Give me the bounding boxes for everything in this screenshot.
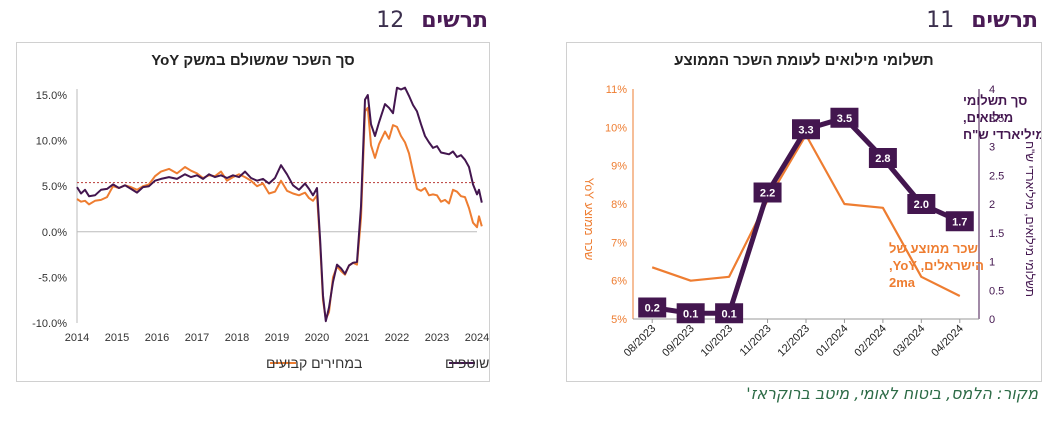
x-tick-label: 2018 [225, 332, 249, 344]
x-tick-label: 2021 [345, 332, 369, 344]
x-tick-label: 2017 [185, 332, 209, 344]
x-tick-label: 11/2023 [738, 323, 774, 359]
y-left-tick-label: 6% [611, 276, 627, 288]
data-label-box [907, 194, 936, 214]
y-left-tick-label: 5% [611, 314, 627, 326]
x-tick-label: 01/2024 [814, 323, 851, 360]
y-tick-label: 15.0% [36, 90, 67, 102]
data-label: 0.1 [683, 308, 698, 320]
data-label-box [676, 303, 705, 324]
chart-reserve-pay-vs-wage: תשלומי מילואים לעומת השכר הממוצע שכר ממו… [582, 52, 1041, 360]
y-left-tick-label: 11% [606, 84, 627, 96]
chart-title: תשלומי מילואים לעומת השכר הממוצע [674, 52, 933, 69]
x-tick-label: 03/2024 [891, 323, 928, 360]
x-tick-label: 10/2023 [699, 323, 736, 360]
y-tick-label: -10.0% [32, 318, 67, 330]
series-label-reserve-pay: מילואים, [963, 110, 1013, 125]
chart-wage-yoy: סך השכר שמשולם במשק YoY 15.0% 10.0% 5.0% 0.… [32, 52, 489, 371]
data-label: 0.2 [645, 303, 660, 315]
y-tick-label: 10.0% [36, 136, 67, 148]
figure-11-header: תרשים 11 [926, 8, 1038, 33]
y-right-tick-label: 3 [989, 142, 995, 154]
legend-label-current: במחירים שוטפים [445, 355, 489, 371]
y-axis-right-label: תשלומי מילואים, מיליארדי ש"ח [1023, 141, 1037, 297]
series-line [76, 86, 483, 323]
x-tick-label: 2015 [105, 332, 129, 344]
series-label-wage: 2ma [889, 275, 916, 290]
y-right-tick-label: 0.5 [989, 285, 1004, 297]
series-label-reserve-pay: סך תשלומי [963, 93, 1027, 108]
y-right-tick-label: 2 [989, 199, 995, 211]
data-label-box [715, 303, 744, 324]
figure-11-number: 11 [926, 8, 955, 33]
x-tick-label: 2014 [65, 332, 89, 344]
data-label: 2.0 [914, 199, 929, 211]
y-tick-label: -5.0% [38, 272, 67, 284]
legend-label-constant: במחירים קבועים [266, 355, 362, 371]
x-tick-label: 12/2023 [776, 323, 813, 360]
y-axis-left-label: שכר ממוצע YoY [582, 178, 596, 261]
chart-axes: 15.0% 10.0% 5.0% 0.0% -5.0% -10.0% 2014 2015 201… [32, 89, 489, 344]
data-label: 2.8 [875, 153, 890, 165]
data-label: 3.3 [798, 124, 813, 136]
series-line [76, 106, 483, 321]
data-label: 3.5 [837, 113, 852, 125]
figure-12-header: תרשים 12 [376, 8, 488, 33]
x-tick-label: 2024 [465, 332, 489, 344]
y-left-tick-label: 7% [611, 237, 627, 249]
data-label: 2.2 [760, 188, 775, 200]
x-tick-label: 2020 [305, 332, 329, 344]
data-label: 0.1 [721, 308, 736, 320]
data-label-box [945, 211, 974, 232]
source-note: מקור: הלמס, ביטוח לאומי, מיטב ברוקראז' [746, 384, 1038, 403]
chart-legend: במחירים שוטפים במחירים קבועים [266, 355, 489, 371]
x-tick-label: 04/2024 [929, 323, 966, 360]
x-tick-label: 2023 [425, 332, 449, 344]
x-tick-label: 2022 [385, 332, 409, 344]
y-left-tick-label: 10% [605, 122, 627, 134]
chart-panel-wage-yoy: סך השכר שמשולם במשק YoY 15.0% 10.0% 5.0% 0.… [16, 42, 490, 382]
y-tick-label: 5.0% [42, 181, 67, 193]
data-label-box [868, 148, 897, 168]
chart-series: 0.2 0.1 0.1 2.2 3.3 3.5 2.8 2.0 1.7 [638, 107, 974, 324]
series-label-wage: שכר ממוצע של [889, 241, 978, 256]
y-right-tick-label: 1.5 [989, 228, 1004, 240]
data-label-box [830, 107, 859, 128]
y-right-tick-label: 0 [989, 314, 995, 326]
series-label-wage: הישראלים, YoY, [889, 258, 984, 273]
y-right-tick-label: 3.5 [989, 113, 1004, 125]
x-tick-label: 09/2023 [660, 323, 697, 360]
data-label-box [753, 182, 782, 203]
figure-12-label: תרשים [421, 8, 488, 33]
data-label-box [792, 119, 820, 140]
x-tick-label: 08/2023 [622, 323, 659, 360]
x-tick-label: 02/2024 [852, 323, 889, 360]
chart-series [76, 86, 483, 323]
y-left-tick-label: 8% [611, 199, 627, 211]
figure-11-label: תרשים [971, 8, 1038, 33]
series-label-reserve-pay: מיליארדי ש"ח [963, 127, 1041, 142]
figure-12-number: 12 [376, 8, 405, 33]
x-tick-label: 2016 [145, 332, 169, 344]
y-right-tick-label: 4 [989, 84, 995, 96]
chart-panel-reserve-pay: תשלומי מילואים לעומת השכר הממוצע שכר ממו… [566, 42, 1042, 382]
chart-series-labels: סך תשלומי מילואים, מיליארדי ש"ח שכר ממוצע ש… [889, 93, 1041, 290]
y-right-tick-label: 2.5 [989, 170, 1004, 182]
chart-title: סך השכר שמשולם במשק YoY [151, 52, 355, 69]
y-tick-label: 0.0% [42, 227, 67, 239]
data-label-box [638, 297, 667, 318]
x-tick-label: 2019 [265, 332, 289, 344]
y-left-tick-label: 9% [611, 161, 627, 173]
data-label: 1.7 [952, 216, 967, 228]
y-right-tick-label: 1 [989, 257, 995, 269]
